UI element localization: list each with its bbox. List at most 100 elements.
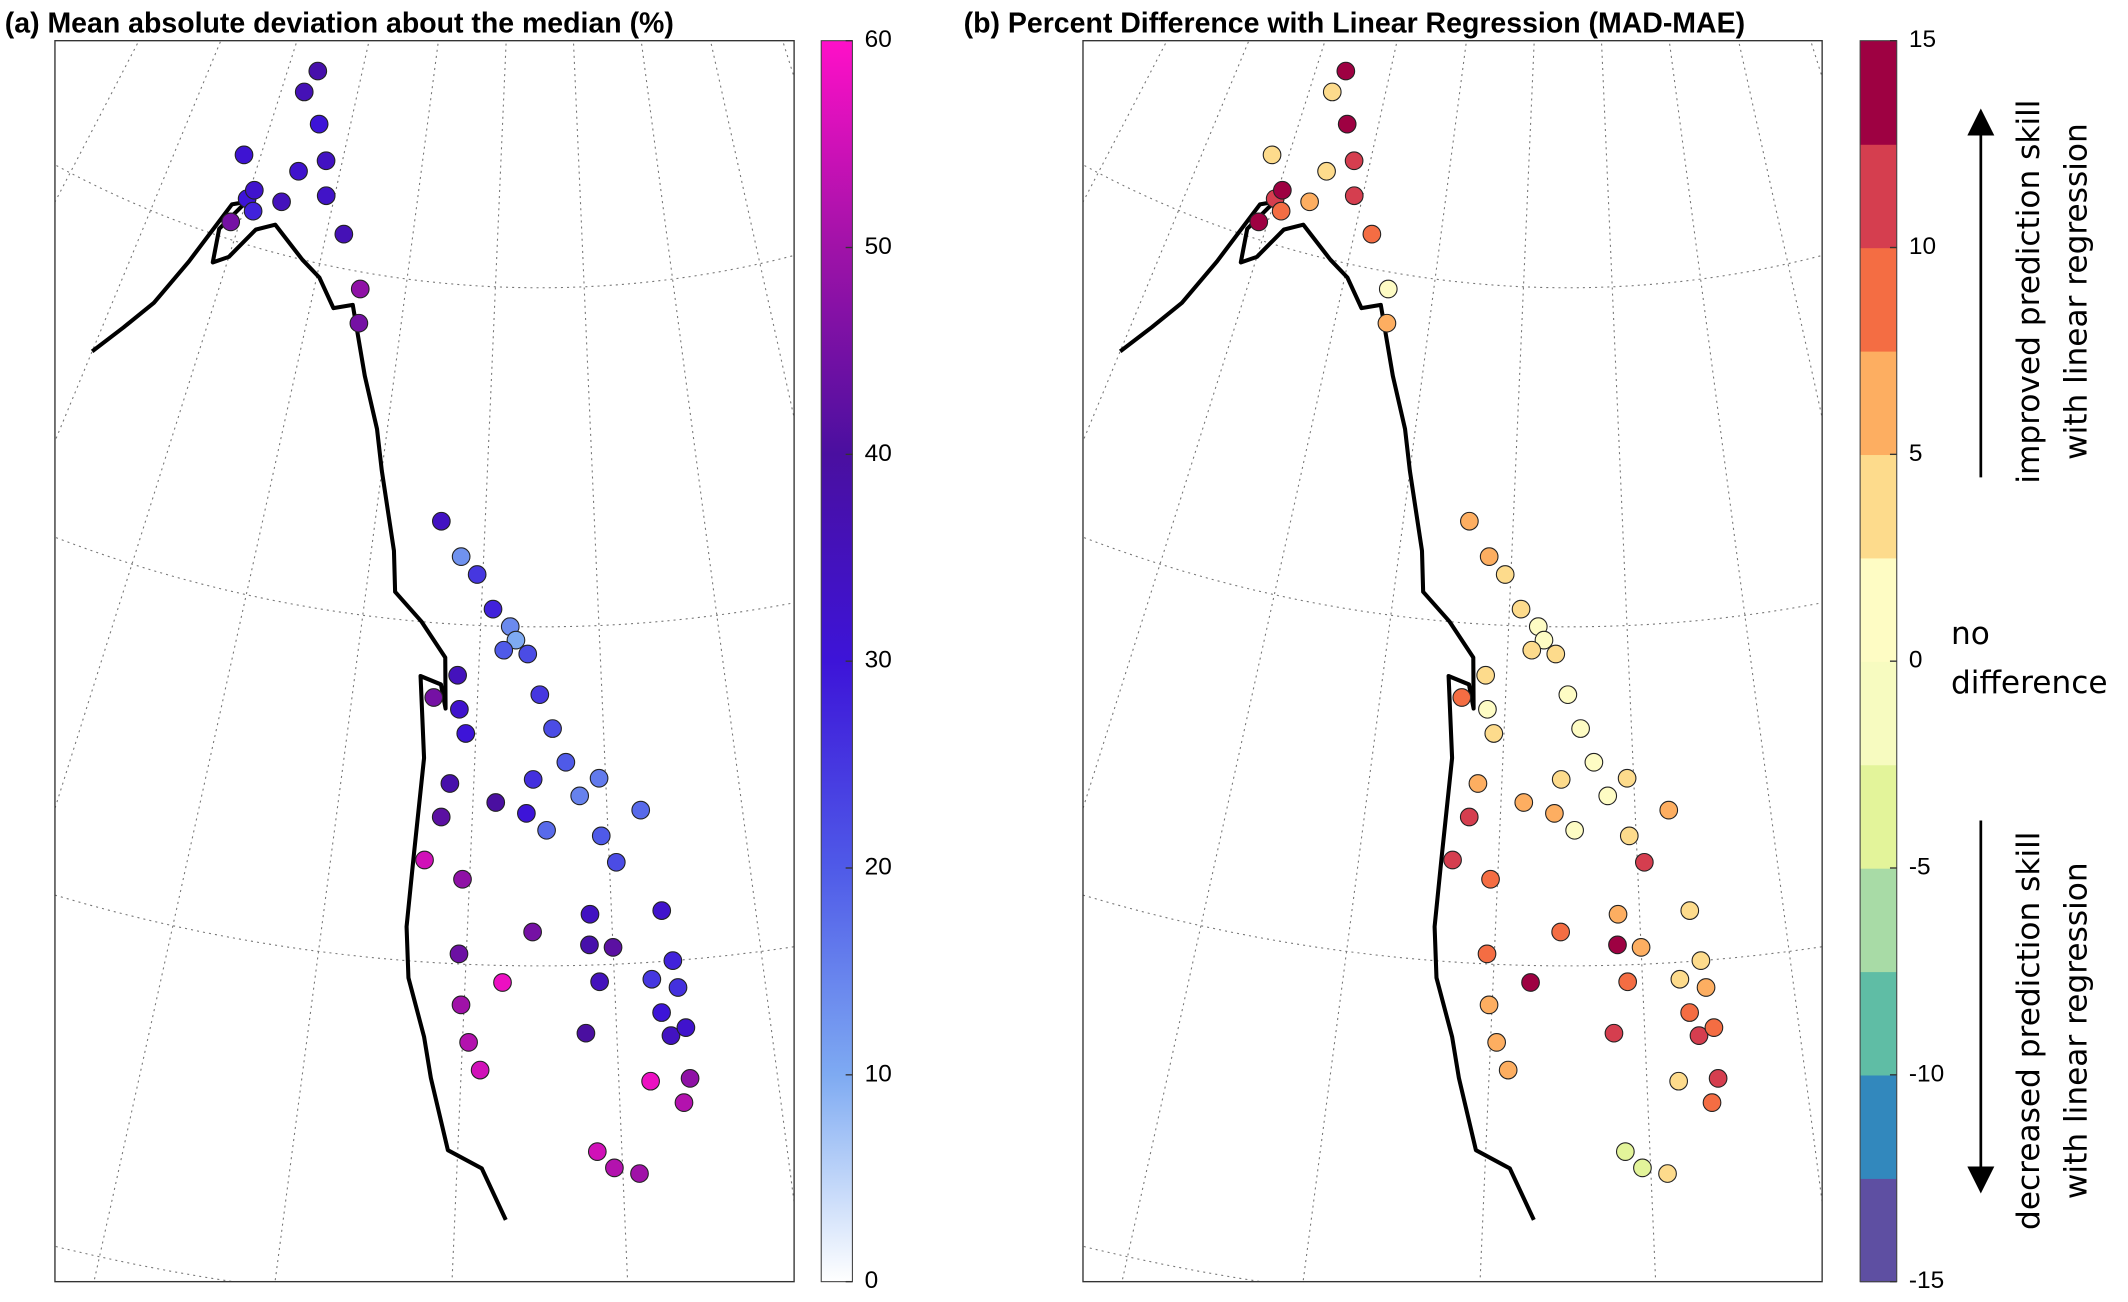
station — [1680, 1003, 1699, 1022]
station — [1521, 973, 1540, 992]
panel-title: (a) Mean absolute deviation about the me… — [5, 8, 674, 40]
station — [589, 768, 609, 788]
station — [661, 1026, 681, 1045]
graticule — [640, 40, 795, 1207]
station — [606, 852, 626, 872]
colorbar-segment — [1860, 40, 1897, 145]
station — [1468, 774, 1488, 793]
colorbar-tick-label: -10 — [1909, 1060, 1944, 1087]
colorbar-segment — [1860, 557, 1897, 662]
station — [1617, 768, 1637, 788]
colorbar-segment — [1860, 971, 1897, 1076]
station — [1476, 665, 1496, 685]
panel-title: (b) Percent Difference with Linear Regre… — [964, 8, 1745, 40]
colorbar-segment — [1860, 1074, 1897, 1179]
station — [1704, 1018, 1724, 1037]
colorbar-segment — [1860, 247, 1897, 352]
station — [1443, 850, 1462, 870]
station — [1565, 820, 1584, 840]
station — [506, 630, 526, 650]
station — [1452, 688, 1472, 707]
graticule — [709, 40, 795, 421]
annotation: no — [1951, 616, 1990, 652]
station — [1598, 786, 1618, 806]
map-frame — [54, 40, 795, 1283]
station — [1300, 192, 1319, 212]
station — [350, 279, 370, 299]
station — [1344, 186, 1364, 206]
graticule — [1082, 894, 1823, 967]
station — [483, 599, 503, 619]
station — [1615, 1142, 1635, 1161]
colorbar-tick-label: 0 — [865, 1267, 879, 1294]
graticule — [782, 40, 795, 79]
colorbar-tick-label: 20 — [865, 853, 892, 880]
station — [642, 969, 662, 989]
graticule — [93, 40, 370, 1282]
station — [1584, 752, 1604, 772]
station — [1604, 1023, 1624, 1043]
map — [54, 40, 795, 1282]
station — [1522, 640, 1542, 660]
station — [523, 922, 542, 942]
station — [243, 201, 263, 221]
station — [1631, 937, 1651, 957]
station — [1608, 904, 1628, 924]
station — [587, 1142, 607, 1161]
station — [316, 151, 336, 171]
station — [494, 640, 514, 660]
graticule — [1121, 40, 1398, 1282]
station — [1495, 565, 1515, 584]
station — [1272, 180, 1292, 200]
station — [294, 82, 314, 102]
station — [543, 719, 562, 738]
station — [674, 1093, 694, 1112]
station — [1478, 699, 1497, 719]
station — [1669, 1071, 1689, 1091]
station — [556, 752, 576, 772]
station — [316, 186, 336, 206]
station — [234, 145, 254, 165]
station — [1558, 685, 1578, 705]
station — [1511, 599, 1531, 619]
station — [680, 1068, 700, 1088]
colorbar-segment — [1860, 1178, 1897, 1283]
station — [459, 1033, 478, 1052]
station — [448, 665, 467, 685]
colorbar-tick-label: 10 — [865, 1060, 892, 1087]
station — [349, 313, 369, 333]
station — [603, 937, 623, 957]
station — [1658, 1164, 1677, 1183]
station — [431, 511, 451, 531]
station — [1571, 719, 1590, 738]
colorbar-tick-label: 50 — [865, 233, 892, 260]
map — [1082, 40, 1823, 1282]
graticule — [54, 536, 795, 628]
station — [1551, 922, 1571, 942]
colorbar-tick-label: 0 — [1909, 647, 1923, 674]
map-frame — [1082, 40, 1823, 1283]
station — [570, 786, 590, 806]
station — [1708, 1068, 1728, 1088]
colorbar: -15 -10 -5 0 5 10 15 — [1859, 26, 1944, 1294]
station — [1680, 901, 1700, 920]
station — [334, 224, 354, 244]
station — [517, 803, 536, 823]
colorbar-segment — [1860, 661, 1897, 766]
station — [1336, 61, 1356, 81]
station — [272, 192, 291, 212]
colorbar: 0 10 20 30 40 50 60 — [820, 26, 892, 1294]
colorbar-segment — [1860, 350, 1897, 456]
station — [449, 944, 469, 964]
station — [309, 114, 329, 134]
graticule — [1600, 40, 1657, 1282]
colorbar-segment — [1860, 764, 1897, 869]
station — [244, 180, 264, 200]
station — [641, 1071, 660, 1091]
graticule — [54, 894, 795, 967]
station — [1479, 995, 1499, 1015]
station — [1546, 644, 1566, 664]
station — [486, 793, 506, 812]
colorbar-tick-label: 40 — [865, 440, 892, 467]
station — [1551, 770, 1571, 789]
